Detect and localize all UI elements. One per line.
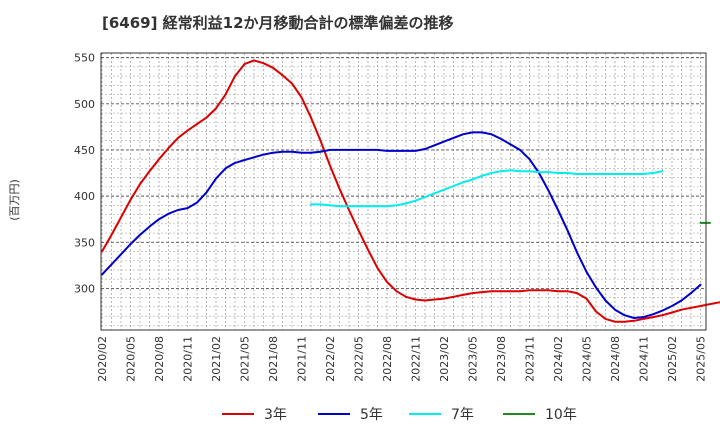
legend: 3年 5年 7年 10年 bbox=[222, 407, 577, 423]
y-tick-label: 450 bbox=[74, 144, 95, 157]
x-tick-label: 2024/08 bbox=[609, 336, 622, 382]
legend-label: 3年 bbox=[264, 407, 287, 423]
x-tick-label: 2020/08 bbox=[153, 336, 166, 382]
x-tick-label: 2021/05 bbox=[239, 336, 252, 382]
x-tick-label: 2022/11 bbox=[410, 336, 423, 382]
x-tick-label: 2025/05 bbox=[695, 336, 708, 382]
series-line-3年 bbox=[101, 59, 720, 323]
series-line-5年 bbox=[101, 131, 702, 319]
legend-label: 5年 bbox=[360, 407, 383, 423]
x-tick-label: 2025/02 bbox=[666, 336, 679, 382]
x-tick-label: 2024/11 bbox=[638, 336, 651, 382]
x-tick-labels: 2020/02 2020/05 2020/08 2020/11 2021/02 2021/… bbox=[96, 336, 708, 382]
y-tick-labels: 300 350 400 450 500 550 bbox=[74, 52, 95, 296]
y-tick-label: 500 bbox=[74, 98, 95, 111]
x-tick-label: 2024/02 bbox=[552, 336, 565, 382]
series-line-7年 bbox=[310, 169, 664, 208]
x-tick-label: 2020/11 bbox=[182, 336, 195, 382]
x-tick-label: 2023/02 bbox=[438, 336, 451, 382]
x-tick-label: 2020/02 bbox=[96, 336, 109, 382]
x-tick-label: 2020/05 bbox=[125, 336, 138, 382]
grid-layer bbox=[101, 53, 706, 330]
x-tick-label: 2023/08 bbox=[495, 336, 508, 382]
x-tick-label: 2024/05 bbox=[581, 336, 594, 382]
plot-frame bbox=[100, 52, 707, 331]
y-tick-label: 550 bbox=[74, 52, 95, 65]
x-tick-label: 2022/08 bbox=[381, 336, 394, 382]
x-tick-label: 2022/02 bbox=[324, 336, 337, 382]
x-tick-label: 2021/08 bbox=[267, 336, 280, 382]
x-tick-label: 2023/11 bbox=[524, 336, 537, 382]
y-tick-label: 400 bbox=[74, 190, 95, 203]
x-tick-label: 2021/11 bbox=[296, 336, 309, 382]
x-tick-label: 2022/05 bbox=[353, 336, 366, 382]
x-tick-label: 2023/05 bbox=[467, 336, 480, 382]
y-tick-label: 300 bbox=[74, 282, 95, 295]
series-layer bbox=[101, 59, 720, 323]
chart-title: [6469] 経常利益12か月移動合計の標準偏差の推移 bbox=[102, 14, 454, 32]
legend-label: 7年 bbox=[451, 407, 474, 423]
y-axis-label: (百万円) bbox=[8, 179, 21, 221]
x-tick-label: 2021/02 bbox=[210, 336, 223, 382]
legend-label: 10年 bbox=[545, 407, 577, 423]
y-tick-label: 350 bbox=[74, 236, 95, 249]
